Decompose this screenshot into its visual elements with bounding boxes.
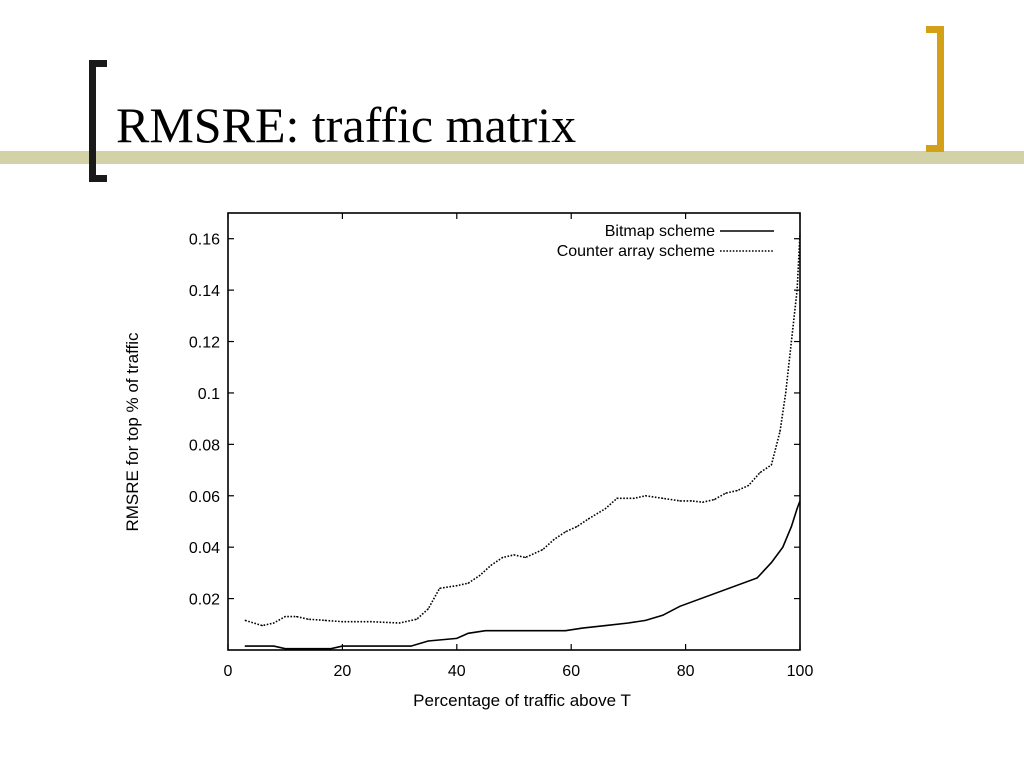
series-layer	[244, 233, 801, 650]
data-point-counter-array	[770, 464, 773, 466]
data-point-counter-array	[273, 622, 275, 624]
y-tick-label: 0.12	[189, 335, 220, 352]
data-point-bitmap	[542, 630, 544, 632]
data-point-counter-array	[553, 538, 555, 541]
x-axis-label: Percentage of traffic above T	[413, 691, 631, 710]
y-tick-label: 0.08	[189, 437, 220, 454]
data-point-counter-array	[587, 518, 590, 520]
data-point-counter-array	[416, 618, 418, 620]
data-point-bitmap	[284, 648, 286, 650]
data-point-counter-array	[645, 495, 647, 497]
data-point-counter-array	[399, 622, 401, 624]
data-point-bitmap	[582, 627, 584, 629]
x-axis: 0 20 40 60 80 100	[224, 213, 814, 680]
data-point-bitmap	[244, 645, 246, 647]
legend-label-counter: Counter array scheme	[557, 243, 715, 260]
series-line-counter-array	[244, 233, 801, 627]
x-tick-label: 0	[224, 663, 233, 680]
data-point-counter-array	[341, 621, 343, 623]
data-point-bitmap	[770, 562, 773, 564]
data-point-counter-array	[604, 508, 607, 510]
right-bracket-decoration	[926, 26, 944, 152]
data-point-bitmap	[679, 605, 681, 607]
data-point-counter-array	[747, 484, 750, 487]
data-point-counter-array	[616, 497, 618, 499]
y-tick-label: 0.14	[189, 283, 220, 300]
data-point-counter-array	[284, 616, 286, 618]
data-point-counter-array	[542, 549, 544, 551]
data-point-bitmap	[662, 614, 664, 616]
data-point-bitmap	[604, 625, 607, 627]
data-point-bitmap	[410, 645, 412, 647]
data-point-counter-array	[759, 472, 761, 474]
data-point-counter-array	[796, 289, 798, 291]
x-tick-label: 100	[787, 663, 814, 680]
data-point-bitmap	[782, 546, 784, 548]
data-point-counter-array	[633, 497, 635, 499]
left-bracket-decoration	[89, 60, 107, 182]
data-point-counter-array	[524, 556, 527, 559]
data-point-counter-array	[479, 574, 481, 577]
y-axis: 0.02 0.04 0.06 0.08 0.1 0.12 0.14 0.16	[189, 232, 800, 609]
data-point-bitmap	[796, 508, 798, 510]
data-point-counter-array	[702, 501, 704, 503]
data-point-counter-array	[296, 616, 298, 618]
legend-label-bitmap: Bitmap scheme	[605, 223, 715, 240]
data-point-counter-array	[467, 582, 469, 584]
data-point-counter-array	[790, 340, 793, 343]
data-point-counter-array	[427, 608, 429, 610]
y-tick-label: 0.04	[189, 540, 220, 557]
data-point-counter-array	[662, 497, 664, 499]
data-point-bitmap	[484, 630, 486, 632]
data-point-counter-array	[456, 585, 458, 587]
data-point-bitmap	[799, 500, 801, 502]
series-line-bitmap	[245, 500, 801, 650]
data-point-counter-array	[564, 531, 567, 533]
data-point-counter-array	[244, 619, 246, 622]
x-tick-label: 20	[334, 663, 352, 680]
y-tick-label: 0.1	[198, 386, 220, 403]
data-point-bitmap	[513, 630, 515, 632]
data-point-counter-array	[490, 564, 492, 566]
legend: Bitmap scheme Counter array scheme	[557, 223, 774, 260]
data-point-counter-array	[513, 554, 515, 556]
data-point-counter-array	[779, 430, 781, 433]
data-point-bitmap	[330, 648, 332, 650]
data-point-bitmap	[456, 637, 458, 640]
x-tick-label: 40	[448, 663, 466, 680]
data-point-counter-array	[799, 233, 801, 235]
data-point-counter-array	[502, 556, 504, 559]
title-accent-bar	[0, 151, 1024, 164]
data-point-counter-array	[576, 526, 578, 528]
data-point-bitmap	[341, 645, 343, 647]
x-tick-label: 60	[562, 663, 580, 680]
data-point-bitmap	[756, 577, 758, 579]
data-point-counter-array	[679, 500, 681, 502]
data-point-counter-array	[725, 492, 727, 494]
data-point-bitmap	[273, 645, 275, 647]
data-point-bitmap	[467, 632, 469, 634]
plot-frame	[227, 212, 801, 651]
y-axis-label: RMSRE for top % of traffic	[123, 332, 142, 532]
y-tick-label: 0.16	[189, 232, 220, 249]
data-point-bitmap	[627, 622, 630, 624]
data-point-bitmap	[427, 640, 429, 642]
data-point-bitmap	[790, 526, 793, 528]
data-point-counter-array	[261, 625, 263, 627]
data-point-counter-array	[713, 499, 715, 501]
y-tick-label: 0.02	[189, 592, 220, 609]
data-point-counter-array	[307, 618, 309, 620]
data-point-counter-array	[690, 500, 692, 502]
data-point-counter-array	[736, 490, 738, 492]
data-point-bitmap	[645, 619, 647, 622]
slide-title: RMSRE: traffic matrix	[116, 97, 577, 153]
data-point-counter-array	[785, 392, 787, 394]
y-tick-label: 0.06	[189, 489, 220, 506]
x-tick-label: 80	[677, 663, 695, 680]
data-point-counter-array	[370, 621, 372, 623]
data-point-counter-array	[324, 619, 326, 622]
data-point-bitmap	[564, 630, 567, 632]
data-point-counter-array	[439, 587, 441, 589]
